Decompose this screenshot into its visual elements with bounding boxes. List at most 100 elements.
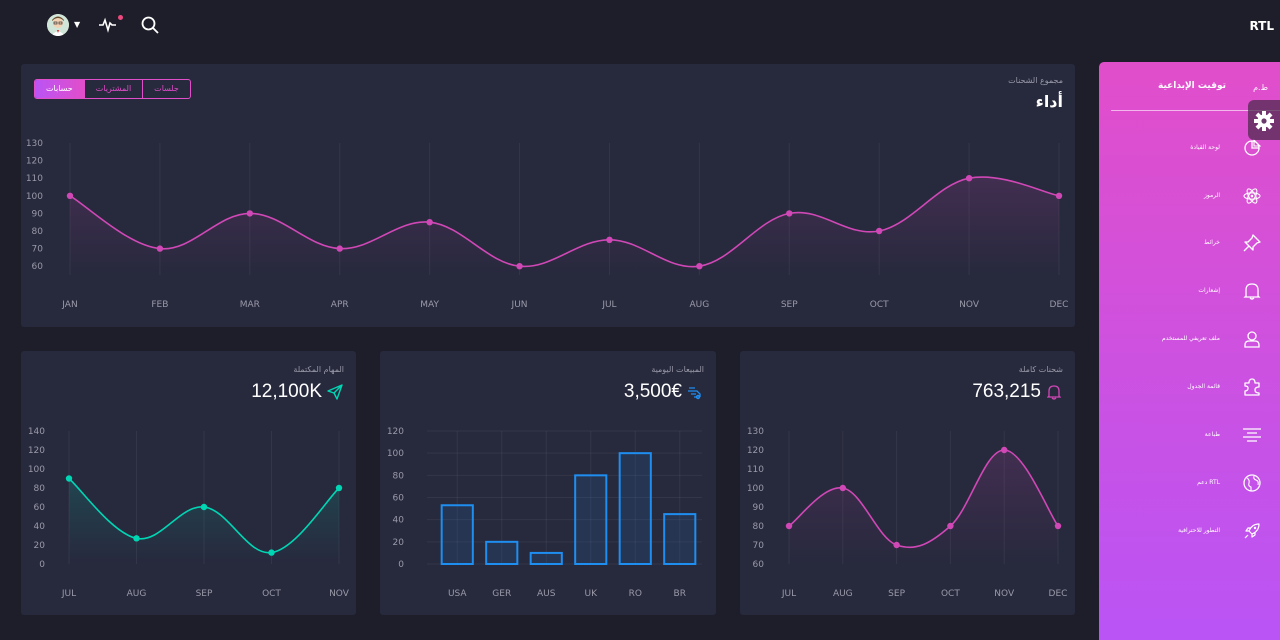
series-area bbox=[70, 177, 1059, 275]
top-navbar: ▼ RTL bbox=[0, 0, 1280, 52]
daily-sales-subtitle: المبيعات اليومية bbox=[651, 365, 704, 374]
y-tick-label: 130 bbox=[26, 139, 43, 149]
sidebar-item-label: التطور للاحترافية bbox=[1178, 527, 1220, 534]
atom-icon bbox=[1242, 186, 1262, 206]
x-tick-label: GER bbox=[492, 589, 511, 599]
sidebar-item-upgrade[interactable]: التطور للاحترافية bbox=[1099, 516, 1280, 546]
total-shipments-card: شحنات كاملة 763,215 60 70 80 90 100 110 120 130… bbox=[740, 351, 1075, 615]
y-tick-label: 70 bbox=[753, 541, 765, 551]
chart-pie-icon bbox=[1242, 138, 1262, 158]
y-tick-label: 20 bbox=[34, 541, 46, 551]
sidebar-header: ط.م توقيت الإبداعية bbox=[1111, 62, 1280, 111]
x-tick-label: UK bbox=[585, 589, 599, 599]
data-point bbox=[268, 549, 275, 556]
data-point bbox=[606, 236, 613, 243]
x-tick-label: SEP bbox=[196, 589, 213, 599]
data-point bbox=[696, 263, 703, 270]
data-point bbox=[426, 219, 433, 226]
tab-sessions[interactable]: جلسات bbox=[154, 84, 179, 93]
x-tick-label: USA bbox=[448, 589, 467, 599]
x-tick-label: AUS bbox=[537, 589, 556, 599]
data-point bbox=[516, 263, 523, 270]
data-point bbox=[785, 522, 793, 530]
completed-tasks-card: المهام المكتملة 12,100K 0 20 40 60 80 100 120 1… bbox=[21, 351, 356, 615]
data-point bbox=[66, 192, 74, 199]
delivery-fast-icon bbox=[687, 385, 703, 405]
y-tick-label: 0 bbox=[398, 560, 404, 570]
x-tick-label: MAY bbox=[420, 300, 439, 310]
x-tick-label: FEB bbox=[151, 300, 168, 310]
data-point bbox=[965, 175, 973, 182]
x-tick-label: AUG bbox=[833, 589, 853, 599]
settings-toggle[interactable] bbox=[1248, 100, 1280, 140]
y-tick-label: 80 bbox=[32, 227, 44, 237]
logo-mini[interactable]: ط.م bbox=[1253, 83, 1268, 92]
data-point bbox=[786, 210, 793, 217]
puzzle-icon bbox=[1242, 377, 1262, 397]
bar bbox=[618, 452, 652, 565]
x-tick-label: MAR bbox=[240, 300, 260, 310]
y-tick-label: 70 bbox=[32, 245, 44, 255]
x-tick-label: OCT bbox=[870, 300, 889, 310]
y-tick-label: 40 bbox=[393, 516, 405, 526]
performance-chart: 60 70 80 90 100 110 120 130 JAN FEB MAR APR MAY JUN JU… bbox=[26, 139, 1069, 310]
sidebar-item-label: لوحة القيادة bbox=[1190, 144, 1220, 151]
total-shipments-subtitle: شحنات كاملة bbox=[1018, 365, 1063, 374]
sidebar-item-notifications[interactable]: إشعارات bbox=[1099, 276, 1280, 306]
y-tick-label: 120 bbox=[28, 446, 45, 456]
x-tick-label: DEC bbox=[1050, 300, 1069, 310]
sidebar-item-label: قائمة الجدول bbox=[1187, 383, 1220, 390]
sidebar-item-rtl-support[interactable]: دعم RTL bbox=[1099, 468, 1280, 498]
sidebar-item-label: الرموز bbox=[1203, 192, 1220, 199]
data-point bbox=[200, 503, 208, 511]
x-tick-label: NOV bbox=[994, 589, 1015, 599]
sidebar: ط.م توقيت الإبداعية لوحة القيادة الرموز … bbox=[1099, 62, 1280, 640]
x-tick-label: NOV bbox=[329, 589, 350, 599]
logo-text[interactable]: توقيت الإبداعية bbox=[1158, 81, 1226, 91]
x-tick-label: SEP bbox=[888, 589, 905, 599]
y-tick-label: 60 bbox=[34, 503, 46, 513]
x-tick-label: JUL bbox=[601, 300, 616, 310]
avatar[interactable] bbox=[47, 14, 69, 36]
sidebar-item-maps[interactable]: خرائط bbox=[1099, 228, 1280, 258]
y-tick-label: 120 bbox=[747, 446, 764, 456]
notification-dot bbox=[118, 15, 123, 20]
activity-icon[interactable] bbox=[98, 14, 118, 38]
tab-accounts[interactable]: حسابات bbox=[35, 80, 85, 98]
data-point bbox=[336, 245, 343, 252]
data-point bbox=[839, 484, 846, 492]
sidebar-item-dashboard[interactable]: لوحة القيادة bbox=[1099, 133, 1280, 163]
sidebar-item-table-list[interactable]: قائمة الجدول bbox=[1099, 372, 1280, 402]
data-point bbox=[1001, 446, 1008, 454]
series-area bbox=[69, 478, 339, 564]
x-tick-label: JUL bbox=[61, 589, 76, 599]
caret-down-icon[interactable]: ▼ bbox=[74, 20, 81, 29]
x-tick-label: OCT bbox=[262, 589, 281, 599]
sidebar-item-typography[interactable]: طباعة bbox=[1099, 420, 1280, 450]
performance-subtitle: مجموع الشحنات bbox=[1008, 76, 1063, 85]
y-tick-label: 120 bbox=[26, 157, 43, 167]
gear-icon[interactable] bbox=[1253, 110, 1275, 136]
bar bbox=[574, 474, 608, 565]
total-shipments-value: 763,215 bbox=[972, 381, 1041, 402]
x-tick-label: DEC bbox=[1049, 589, 1068, 599]
daily-sales-chart: 0 20 40 60 80 100 120 USA GER AUS UK RO BR bbox=[387, 427, 702, 599]
y-tick-label: 100 bbox=[28, 465, 45, 475]
sidebar-item-label: ملف تعريفي للمستخدم bbox=[1162, 335, 1220, 342]
y-tick-label: 80 bbox=[393, 471, 405, 481]
sidebar-item-label: خرائط bbox=[1203, 239, 1220, 246]
x-tick-label: SEP bbox=[781, 300, 798, 310]
x-tick-label: NOV bbox=[959, 300, 980, 310]
search-icon[interactable] bbox=[140, 15, 160, 39]
y-tick-label: 60 bbox=[393, 494, 405, 504]
data-point bbox=[335, 484, 343, 492]
y-tick-label: 130 bbox=[747, 427, 764, 437]
sidebar-item-user-profile[interactable]: ملف تعريفي للمستخدم bbox=[1099, 324, 1280, 354]
tab-purchases[interactable]: المشتريات bbox=[85, 80, 144, 98]
sidebar-item-icons[interactable]: الرموز bbox=[1099, 181, 1280, 211]
y-tick-label: 100 bbox=[26, 192, 43, 202]
y-tick-label: 80 bbox=[34, 484, 46, 494]
performance-title: أداء bbox=[1035, 92, 1063, 111]
total-shipments-chart: 60 70 80 90 100 110 120 130 JUL AUG SEP OCT NOV DEC bbox=[747, 427, 1068, 599]
bar bbox=[663, 513, 697, 565]
